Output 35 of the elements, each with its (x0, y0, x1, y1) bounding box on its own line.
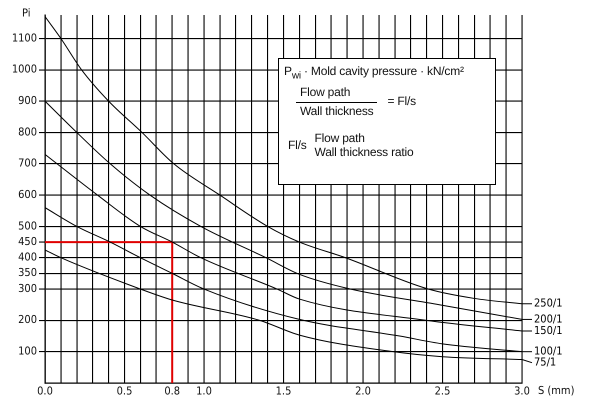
y-tick-label: 200 (18, 313, 37, 326)
annotation: Wall thickness ratio (314, 145, 414, 160)
x-tick-label: 2.5 (434, 384, 450, 398)
y-tick-label: 350 (18, 266, 37, 280)
x-tick-label: 1.0 (196, 384, 212, 398)
annotation: P$_{wi}$ · Mold cavity pressure · kN/cm² (284, 64, 465, 82)
legend-label: 100/1 (534, 344, 563, 358)
y-tick-label: 800 (18, 125, 37, 138)
legend-label: 250/1 (534, 296, 563, 310)
legend-label: 75/1 (534, 356, 556, 369)
y-tick-label: 900 (18, 94, 37, 107)
legend-label: 150/1 (534, 324, 563, 337)
y-axis-title: Pi (22, 6, 30, 20)
annotation: Flow path (296, 84, 378, 103)
x-axis-title: S (mm) (538, 384, 575, 397)
y-tick-label: 400 (18, 250, 37, 264)
y-tick-label: 1000 (12, 62, 37, 76)
y-tick-label: 700 (18, 156, 37, 170)
x-tick-label: 0.0 (37, 384, 53, 398)
annotation: Wall thickness (299, 102, 374, 118)
x-tick-label: 3.0 (514, 384, 530, 398)
y-tick-label: 1100 (12, 31, 37, 44)
x-tick-label: 0.5 (116, 384, 132, 398)
y-tick-label: 450 (18, 234, 37, 248)
legend-label: 200/1 (534, 312, 563, 326)
x-tick-label: 2.0 (355, 384, 371, 398)
y-tick-label: 100 (18, 344, 37, 358)
x-tick-label: 1.5 (276, 384, 292, 398)
annotation: = Fl/s (387, 94, 416, 110)
annotation: Flow path (314, 131, 366, 146)
y-tick-label: 300 (18, 282, 37, 295)
y-tick-label: 500 (18, 219, 37, 232)
y-tick-label: 600 (18, 188, 37, 201)
annotation: Fl/s (288, 138, 307, 154)
x-tick-label: 0.8 (164, 384, 180, 398)
